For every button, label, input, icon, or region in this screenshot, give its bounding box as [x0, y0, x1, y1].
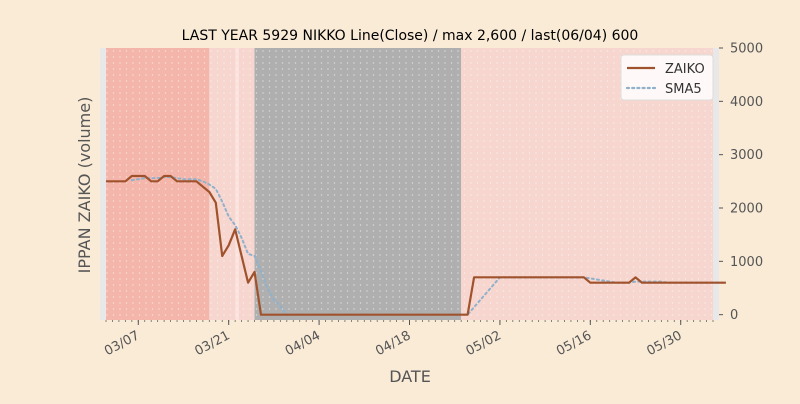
y-axis-label: IPPAN ZAIKO (volume) [75, 97, 94, 274]
dot-overlay [106, 48, 713, 320]
y-tick-label: 1000 [730, 255, 763, 270]
x-axis-label: DATE [389, 367, 431, 386]
legend-label-zaiko: ZAIKO [665, 62, 705, 77]
x-tick-label: 03/21 [192, 328, 232, 359]
y-tick-label: 5000 [730, 42, 763, 57]
chart-title: LAST YEAR 5929 NIKKO Line(Close) / max 2… [182, 28, 639, 44]
series-line-zaiko [106, 174, 726, 316]
legend: ZAIKO SMA5 [620, 54, 714, 101]
x-tick-label: 04/18 [373, 328, 413, 359]
series-lines [106, 174, 727, 316]
x-tick-label: 05/30 [644, 328, 684, 359]
x-tick-label: 03/07 [102, 328, 142, 359]
x-tick-label: 05/16 [554, 328, 594, 359]
y-tick-label: 3000 [730, 148, 763, 163]
x-tick-label: 04/04 [283, 328, 323, 359]
y-tick-label: 2000 [730, 202, 763, 217]
y-tick-label: 0 [730, 308, 738, 323]
legend-label-sma5: SMA5 [665, 82, 702, 97]
x-tick-label: 05/02 [464, 328, 504, 359]
background-dot-pattern [106, 48, 713, 320]
y-tick-label: 4000 [730, 95, 763, 110]
